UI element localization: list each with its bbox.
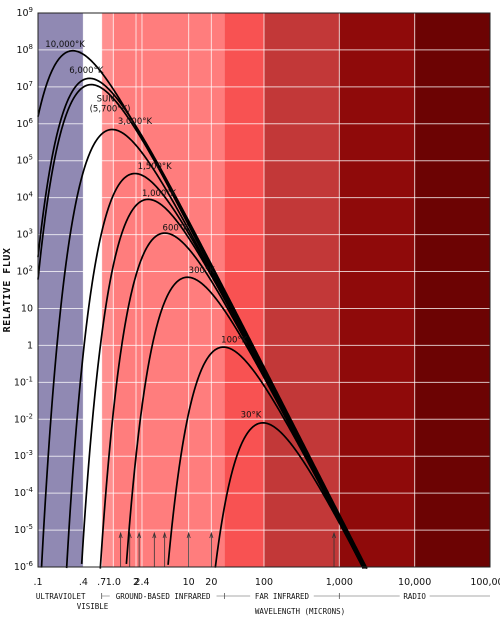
window-marker-arrow <box>118 531 123 539</box>
curve-label: 1,500°K <box>138 162 173 172</box>
window-marker-arrow <box>332 531 336 539</box>
band-5 <box>264 13 340 567</box>
blackbody-curves: 10,000°K 6,000°K SUN(5,700°K) 3,000°K 1,500°… <box>37 40 368 570</box>
band-6 <box>339 13 415 567</box>
curve-5700k <box>37 83 367 570</box>
curve-100k <box>167 346 365 569</box>
window-marker-arrow <box>152 531 157 539</box>
y-tick-label: 107 <box>16 80 33 93</box>
y-tick-label: 10-4 <box>14 486 34 499</box>
window-marker-arrow <box>209 531 214 539</box>
band-4 <box>224 13 264 567</box>
x-tick-label: 20 <box>205 577 217 588</box>
window-marker-arrow <box>162 531 167 539</box>
curve-label: SUN <box>97 95 115 105</box>
curve-label: 6,000°K <box>69 66 104 76</box>
x-tick-label: .7 <box>97 577 106 588</box>
x-tick-label: 10 <box>183 577 195 588</box>
y-tick-label: 10-1 <box>14 375 33 388</box>
x-tick-label: 2.4 <box>134 577 149 588</box>
y-tick-label: 105 <box>16 154 33 167</box>
window-marker-arrow <box>186 531 191 539</box>
plot-frame <box>37 12 491 568</box>
y-tick-labels: 10910810710610510410310210110-110-210-31… <box>14 6 34 573</box>
band-2 <box>101 13 114 567</box>
window-marker-arrow <box>137 531 142 539</box>
band-7 <box>414 13 490 567</box>
x-tick-label: .1 <box>33 577 42 588</box>
y-axis-label: RELATIVE FLUX <box>2 248 13 333</box>
curve-30k <box>214 422 365 569</box>
curve-label: 30°K <box>241 411 262 421</box>
x-tick-label: 2 <box>133 577 139 588</box>
y-tick-label: 10-5 <box>14 523 33 536</box>
region-label: FAR INFRARED <box>255 592 310 601</box>
region-label-bg <box>31 590 91 601</box>
curve-6000k <box>37 77 368 569</box>
curve-label: 1,000°K <box>142 189 177 199</box>
x-tick-label: 10,000 <box>398 577 431 588</box>
window-markers <box>118 531 336 567</box>
x-tick-label: 1,000 <box>326 577 353 588</box>
x-tick-label: 100,000 <box>470 577 500 588</box>
curve-label: 100°K <box>221 335 247 345</box>
y-tick-label: 106 <box>16 117 33 130</box>
region-label-bg <box>109 590 217 601</box>
x-tick-labels: .1 .4 .71.0 22.4 10 20 100 1,000 10,000 100,000 <box>33 577 500 588</box>
y-tick-label: 102 <box>16 265 33 278</box>
region-label: GROUND-BASED INFRARED <box>116 592 211 601</box>
region-label: VISIBLE <box>77 602 109 611</box>
x-axis-label: WAVELENGTH (MICRONS) <box>255 607 345 616</box>
band-1 <box>83 13 102 567</box>
y-tick-label: 10-2 <box>14 412 33 425</box>
region-label-bg <box>250 590 314 601</box>
y-tick-label: 109 <box>16 6 33 19</box>
band-0 <box>38 13 84 567</box>
y-tick-label: 10-6 <box>14 560 34 573</box>
region-label: ULTRAVIOLET <box>36 592 86 601</box>
region-label: RADIO <box>403 592 426 601</box>
curve-label: 10,000°K <box>45 40 85 50</box>
x-tick-label: .4 <box>79 577 88 588</box>
region-label-bg <box>399 590 430 601</box>
curve-sublabel: (5,700°K) <box>90 105 131 115</box>
x-tick-label: 1.0 <box>106 577 121 588</box>
y-tick-label: 10 <box>21 303 33 314</box>
y-tick-label: 10-3 <box>14 449 33 462</box>
curve-label: 3,000°K <box>118 117 153 127</box>
curve-label: 600°K <box>163 223 189 233</box>
curve-label: 300°K <box>189 266 215 276</box>
x-tick-label: 100 <box>255 577 273 588</box>
y-tick-label: 104 <box>16 191 33 204</box>
y-tick-label: 103 <box>16 228 33 241</box>
y-tick-label: 108 <box>16 43 33 56</box>
y-tick-label: 1 <box>27 340 33 351</box>
